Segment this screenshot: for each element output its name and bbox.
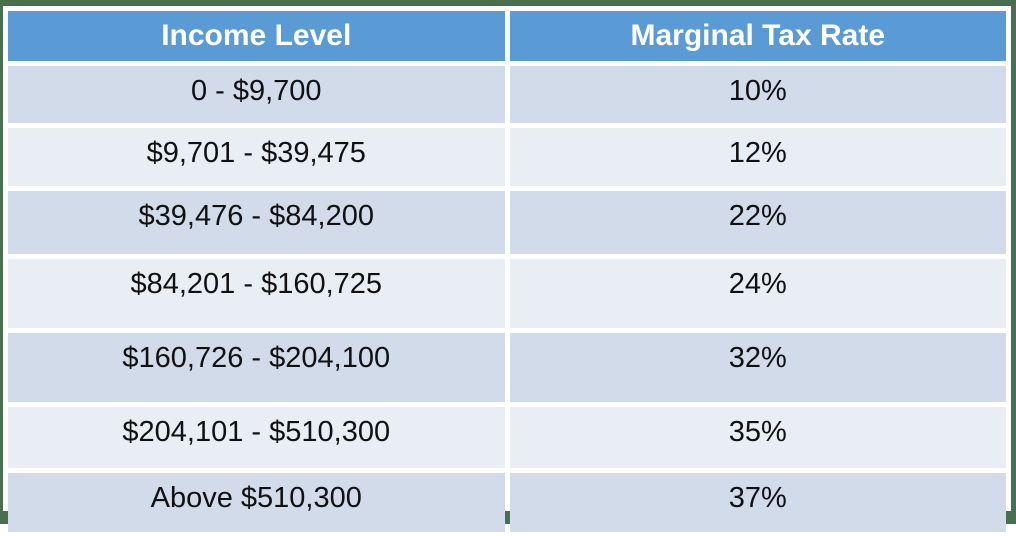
- table-row: $204,101 - $510,300 35%: [8, 407, 1006, 468]
- rate-cell: 37%: [509, 473, 1006, 532]
- rate-cell: 32%: [509, 333, 1006, 402]
- income-cell: Above $510,300: [8, 473, 505, 532]
- rate-cell: 22%: [509, 191, 1006, 254]
- income-cell: $84,201 - $160,725: [8, 259, 505, 328]
- table-row: 0 - $9,700 10%: [8, 66, 1006, 123]
- income-cell: $160,726 - $204,100: [8, 333, 505, 402]
- table-row: $84,201 - $160,725 24%: [8, 259, 1006, 328]
- table-row: Above $510,300 37%: [8, 473, 1006, 532]
- rate-cell: 10%: [509, 66, 1006, 123]
- rate-cell: 24%: [509, 259, 1006, 328]
- table-row: $39,476 - $84,200 22%: [8, 191, 1006, 254]
- table-row: $9,701 - $39,475 12%: [8, 128, 1006, 186]
- column-header-income-level: Income Level: [8, 11, 505, 61]
- rate-cell: 35%: [509, 407, 1006, 468]
- rate-cell: 12%: [509, 128, 1006, 186]
- header-row: Income Level Marginal Tax Rate: [8, 11, 1006, 61]
- income-cell: $204,101 - $510,300: [8, 407, 505, 468]
- income-cell: 0 - $9,700: [8, 66, 505, 123]
- tax-bracket-table: Income Level Marginal Tax Rate 0 - $9,70…: [3, 6, 1011, 537]
- column-header-marginal-tax-rate: Marginal Tax Rate: [509, 11, 1006, 61]
- income-cell: $9,701 - $39,475: [8, 128, 505, 186]
- income-cell: $39,476 - $84,200: [8, 191, 505, 254]
- table-row: $160,726 - $204,100 32%: [8, 333, 1006, 402]
